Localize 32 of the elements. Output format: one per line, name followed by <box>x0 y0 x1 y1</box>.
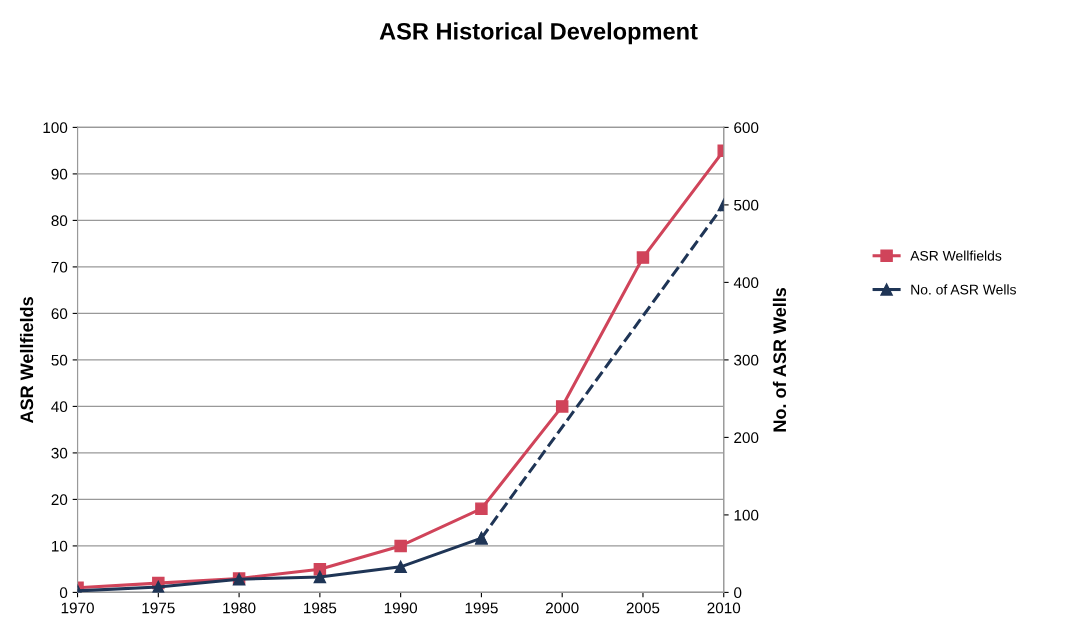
y2-tick-label: 0 <box>734 587 742 599</box>
x-tick-label: 2005 <box>626 602 660 614</box>
y-tick-label: 70 <box>51 261 68 273</box>
x-tick-label: 2010 <box>707 602 741 614</box>
y2-tick-label: 300 <box>734 354 759 366</box>
y2-tick-label: 400 <box>733 277 759 289</box>
y-tick-label: 30 <box>51 447 68 459</box>
y2-tick-label: 200 <box>734 432 759 444</box>
y2-axis-title: No. of ASR Wells <box>772 287 787 432</box>
y-tick-label: 60 <box>51 308 68 320</box>
x-tick-label: 1995 <box>465 602 498 614</box>
y-tick-label: 50 <box>51 354 68 366</box>
y-tick-label: 20 <box>51 494 68 506</box>
y-tick-label: 90 <box>51 168 68 180</box>
x-tick-label: 1975 <box>142 602 175 614</box>
x-tick-label: 1970 <box>61 602 94 614</box>
y2-tick-label: 100 <box>734 509 759 521</box>
y-axis-title: ASR Wellfields <box>19 297 34 423</box>
chart-title: ASR Historical Development <box>379 22 698 45</box>
y-tick-label: 100 <box>43 122 68 134</box>
y-tick-label: 80 <box>51 215 68 227</box>
legend-label: ASR Wellfields <box>910 250 1002 261</box>
y-tick-label: 10 <box>51 540 68 552</box>
x-tick-label: 2000 <box>545 602 579 614</box>
legend-label: No. of ASR Wells <box>911 284 1016 295</box>
x-tick-label: 1985 <box>304 602 337 614</box>
y2-tick-label: 500 <box>734 199 759 211</box>
y-tick-label: 40 <box>51 401 68 413</box>
x-tick-label: 1980 <box>223 602 256 614</box>
x-tick-label: 1990 <box>384 602 418 614</box>
y-tick-label: 0 <box>59 587 68 599</box>
y2-tick-label: 600 <box>734 122 759 134</box>
